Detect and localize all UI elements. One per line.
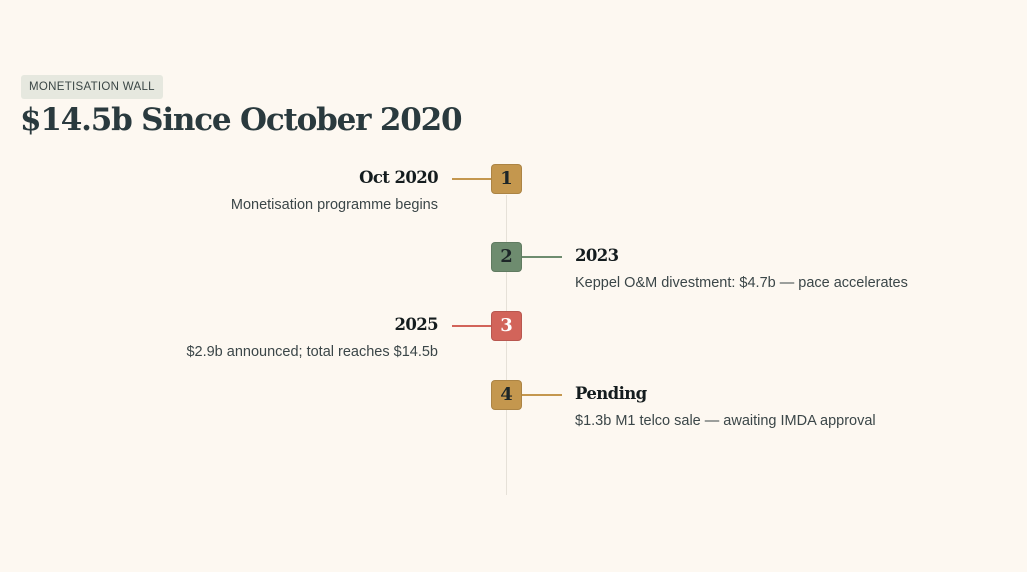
event-label: 2023: [575, 246, 619, 265]
event-description: Keppel O&M divestment: $4.7b — pace acce…: [575, 275, 908, 291]
event-number-badge: 3: [491, 311, 522, 341]
timeline-event-3: 3 2025 $2.9b announced; total reaches $1…: [0, 311, 1027, 391]
timeline-axis: [506, 195, 507, 495]
timeline-event-4: 4 Pending $1.3b M1 telco sale — awaiting…: [0, 380, 1027, 460]
event-connector: [452, 178, 491, 180]
event-number-badge: 1: [491, 164, 522, 194]
event-connector: [522, 394, 562, 396]
timeline-event-1: 1 Oct 2020 Monetisation programme begins: [0, 164, 1027, 244]
section-tag: MONETISATION WALL: [21, 75, 163, 99]
page-title: $14.5b Since October 2020: [20, 102, 463, 138]
event-connector: [522, 256, 562, 258]
event-number-badge: 2: [491, 242, 522, 272]
event-description: Monetisation programme begins: [230, 197, 438, 213]
event-label: Oct 2020: [359, 168, 439, 187]
event-description: $1.3b M1 telco sale — awaiting IMDA appr…: [575, 413, 876, 429]
event-label: 2025: [394, 315, 438, 334]
event-number-badge: 4: [491, 380, 522, 410]
event-description: $2.9b announced; total reaches $14.5b: [186, 344, 438, 360]
timeline-event-2: 2 2023 Keppel O&M divestment: $4.7b — pa…: [0, 242, 1027, 322]
event-label: Pending: [575, 384, 647, 403]
event-connector: [452, 325, 491, 327]
